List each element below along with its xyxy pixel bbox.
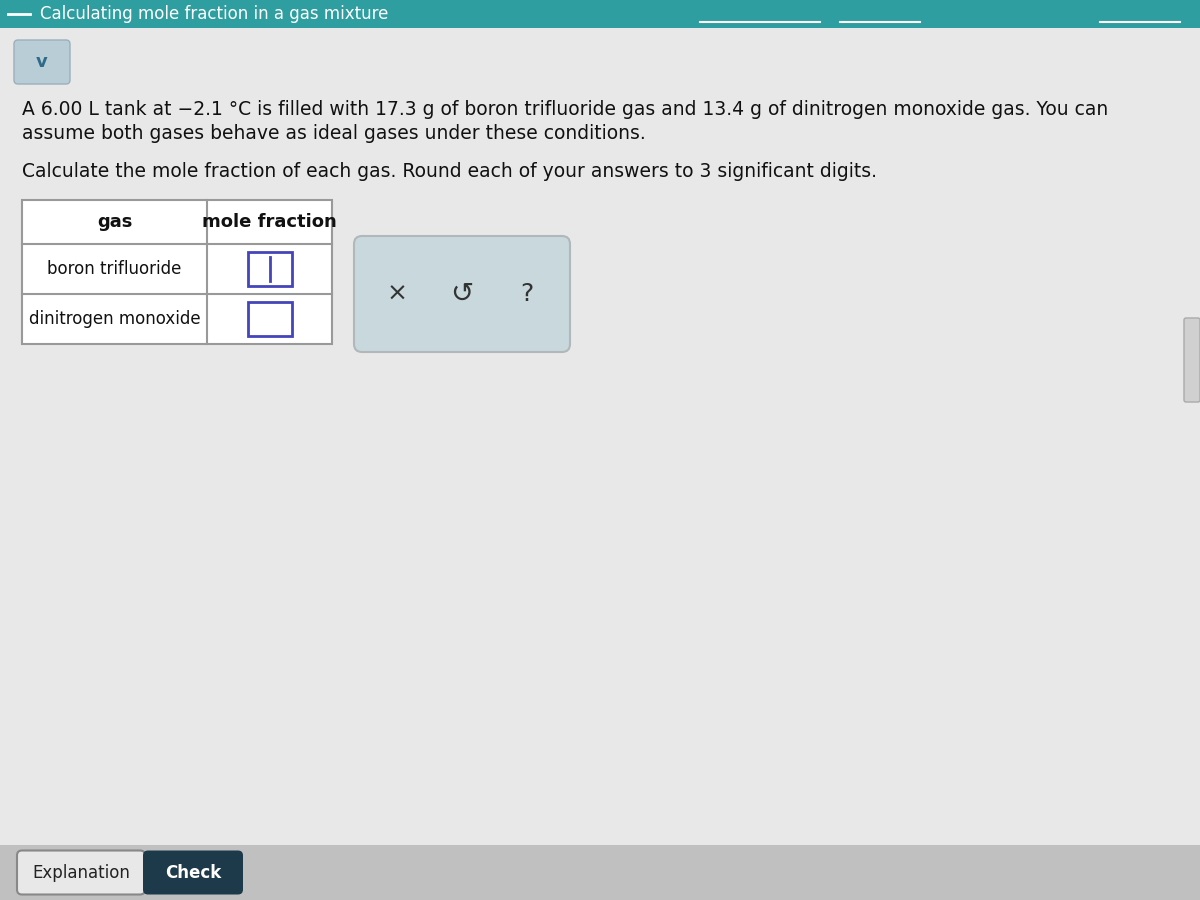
Text: boron trifluoride: boron trifluoride xyxy=(47,260,181,278)
Text: Check: Check xyxy=(164,863,221,881)
Text: v: v xyxy=(36,53,48,71)
Bar xyxy=(0,845,1200,900)
FancyBboxPatch shape xyxy=(143,850,242,895)
Text: assume both gases behave as ideal gases under these conditions.: assume both gases behave as ideal gases … xyxy=(22,124,646,143)
Text: mole fraction: mole fraction xyxy=(202,213,337,231)
FancyBboxPatch shape xyxy=(14,40,70,84)
Bar xyxy=(22,200,332,344)
FancyBboxPatch shape xyxy=(17,850,145,895)
Text: Explanation: Explanation xyxy=(32,863,130,881)
Text: ×: × xyxy=(386,282,408,306)
Text: Calculating mole fraction in a gas mixture: Calculating mole fraction in a gas mixtu… xyxy=(40,5,389,23)
FancyBboxPatch shape xyxy=(354,236,570,352)
Text: Calculate the mole fraction of each gas. Round each of your answers to 3 signifi: Calculate the mole fraction of each gas.… xyxy=(22,162,877,181)
Text: ↺: ↺ xyxy=(450,280,474,308)
FancyBboxPatch shape xyxy=(247,252,292,286)
FancyBboxPatch shape xyxy=(247,302,292,336)
Text: gas: gas xyxy=(97,213,132,231)
FancyBboxPatch shape xyxy=(1184,318,1200,402)
Bar xyxy=(0,0,1200,28)
Text: ?: ? xyxy=(521,282,534,306)
Text: A 6.00 L tank at −2.1 °C is filled with 17.3 g of boron trifluoride gas and 13.4: A 6.00 L tank at −2.1 °C is filled with … xyxy=(22,100,1109,119)
Text: dinitrogen monoxide: dinitrogen monoxide xyxy=(29,310,200,328)
